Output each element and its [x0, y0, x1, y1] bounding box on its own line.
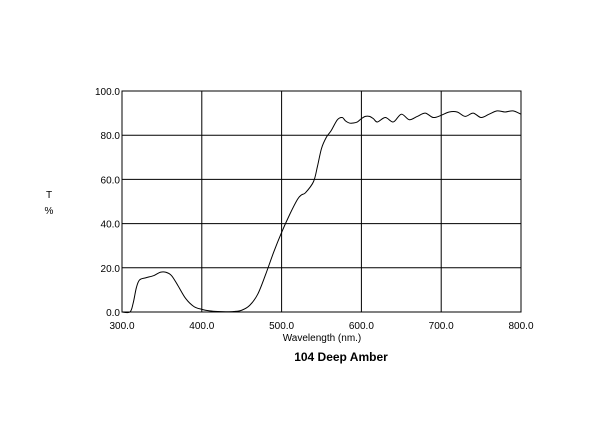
transmission-series-line: [121, 110, 522, 314]
y-axis-label-percent: %: [45, 206, 54, 217]
y-tick-label: 100.0: [95, 87, 120, 98]
y-axis-label-t: T: [46, 190, 52, 201]
x-tick-labels: 300.0 400.0 500.0 600.0 700.0 800.0: [109, 321, 533, 332]
y-tick-label: 60.0: [101, 175, 121, 186]
x-tick-label: 700.0: [429, 321, 454, 332]
x-tick-label: 300.0: [109, 321, 134, 332]
x-tick-label: 600.0: [349, 321, 374, 332]
x-tick-label: 500.0: [269, 321, 294, 332]
y-tick-label: 80.0: [101, 131, 121, 142]
x-tick-label: 400.0: [189, 321, 214, 332]
grid-lines: [122, 91, 521, 312]
x-tick-label: 800.0: [508, 321, 533, 332]
chart-title: 104 Deep Amber: [294, 350, 388, 364]
y-tick-label: 40.0: [101, 220, 121, 231]
x-axis-label: Wavelength (nm.): [283, 333, 362, 344]
y-tick-labels: 0.0 20.0 40.0 60.0 80.0 100.0: [95, 87, 120, 319]
plot-frame: [121, 90, 522, 313]
y-tick-label: 20.0: [101, 264, 121, 275]
y-tick-label: 0.0: [106, 308, 120, 319]
